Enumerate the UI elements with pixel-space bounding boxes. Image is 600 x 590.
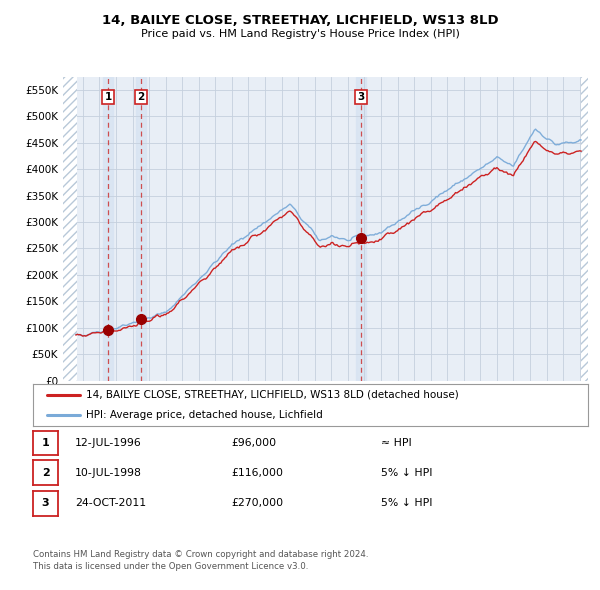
Text: 5% ↓ HPI: 5% ↓ HPI [381, 499, 433, 508]
Text: 2: 2 [137, 92, 145, 102]
Text: 14, BAILYE CLOSE, STREETHAY, LICHFIELD, WS13 8LD: 14, BAILYE CLOSE, STREETHAY, LICHFIELD, … [101, 14, 499, 27]
Text: 1: 1 [42, 438, 49, 448]
Text: 5% ↓ HPI: 5% ↓ HPI [381, 468, 433, 477]
Text: 10-JUL-1998: 10-JUL-1998 [75, 468, 142, 477]
Text: 24-OCT-2011: 24-OCT-2011 [75, 499, 146, 508]
Text: Price paid vs. HM Land Registry's House Price Index (HPI): Price paid vs. HM Land Registry's House … [140, 29, 460, 39]
Text: £116,000: £116,000 [231, 468, 283, 477]
Text: Contains HM Land Registry data © Crown copyright and database right 2024.: Contains HM Land Registry data © Crown c… [33, 550, 368, 559]
Text: HPI: Average price, detached house, Lichfield: HPI: Average price, detached house, Lich… [86, 410, 322, 420]
Bar [61, 61, 77, 383]
Text: 3: 3 [358, 92, 365, 102]
Bar [356, 77, 366, 381]
Bar [136, 77, 146, 381]
Text: £96,000: £96,000 [231, 438, 276, 448]
Bar [103, 77, 113, 381]
Text: 3: 3 [42, 499, 49, 508]
Bar [581, 61, 600, 383]
Text: 14, BAILYE CLOSE, STREETHAY, LICHFIELD, WS13 8LD (detached house): 14, BAILYE CLOSE, STREETHAY, LICHFIELD, … [86, 389, 458, 399]
Text: 1: 1 [104, 92, 112, 102]
Text: 2: 2 [42, 468, 49, 477]
Text: This data is licensed under the Open Government Licence v3.0.: This data is licensed under the Open Gov… [33, 562, 308, 571]
Text: ≈ HPI: ≈ HPI [381, 438, 412, 448]
Text: 12-JUL-1996: 12-JUL-1996 [75, 438, 142, 448]
Text: £270,000: £270,000 [231, 499, 283, 508]
